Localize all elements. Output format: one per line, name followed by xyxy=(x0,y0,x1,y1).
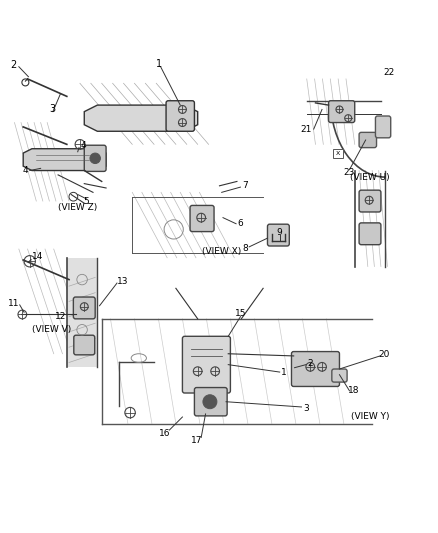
FancyBboxPatch shape xyxy=(328,101,354,123)
Text: 17: 17 xyxy=(191,437,202,446)
Text: (VIEW U): (VIEW U) xyxy=(350,173,389,182)
Text: 1: 1 xyxy=(281,368,286,377)
FancyBboxPatch shape xyxy=(84,145,106,172)
Text: 20: 20 xyxy=(378,350,389,359)
Text: 16: 16 xyxy=(159,429,170,438)
FancyBboxPatch shape xyxy=(73,297,95,319)
Bar xyxy=(332,149,342,158)
Text: 23: 23 xyxy=(343,168,354,177)
Text: 2: 2 xyxy=(11,60,17,70)
Text: 9: 9 xyxy=(276,228,282,237)
Text: 22: 22 xyxy=(382,68,393,77)
Text: (VIEW X): (VIEW X) xyxy=(201,247,241,256)
Text: 15: 15 xyxy=(234,309,246,318)
Text: 3: 3 xyxy=(302,404,308,413)
Text: X: X xyxy=(335,151,339,156)
Text: 2: 2 xyxy=(307,359,312,368)
Polygon shape xyxy=(23,149,106,171)
Circle shape xyxy=(202,395,216,409)
FancyBboxPatch shape xyxy=(291,352,339,386)
Text: 5: 5 xyxy=(83,197,89,206)
Bar xyxy=(67,258,97,367)
Text: 21: 21 xyxy=(300,125,311,134)
FancyBboxPatch shape xyxy=(74,335,95,355)
Text: (VIEW Z): (VIEW Z) xyxy=(58,203,97,212)
FancyBboxPatch shape xyxy=(358,132,376,148)
FancyBboxPatch shape xyxy=(182,336,230,393)
FancyBboxPatch shape xyxy=(331,369,346,382)
Text: 11: 11 xyxy=(8,299,19,308)
FancyBboxPatch shape xyxy=(358,190,380,212)
FancyBboxPatch shape xyxy=(267,224,289,246)
Text: 18: 18 xyxy=(347,386,359,395)
Text: 1: 1 xyxy=(156,59,162,69)
Polygon shape xyxy=(84,105,197,131)
Text: 3: 3 xyxy=(49,103,56,114)
Text: 13: 13 xyxy=(117,277,128,286)
Text: 4: 4 xyxy=(22,166,28,175)
Text: 7: 7 xyxy=(241,181,247,190)
FancyBboxPatch shape xyxy=(194,387,226,416)
Text: 4: 4 xyxy=(81,141,86,150)
Text: (VIEW V): (VIEW V) xyxy=(32,325,71,334)
Circle shape xyxy=(90,153,100,164)
FancyBboxPatch shape xyxy=(190,205,214,232)
Text: 8: 8 xyxy=(241,244,247,253)
Text: 12: 12 xyxy=(54,312,66,321)
Text: 6: 6 xyxy=(237,219,243,228)
FancyBboxPatch shape xyxy=(166,101,194,131)
FancyBboxPatch shape xyxy=(374,116,390,138)
Text: (VIEW Y): (VIEW Y) xyxy=(350,413,389,422)
Text: 14: 14 xyxy=(32,253,43,261)
FancyBboxPatch shape xyxy=(358,223,380,245)
